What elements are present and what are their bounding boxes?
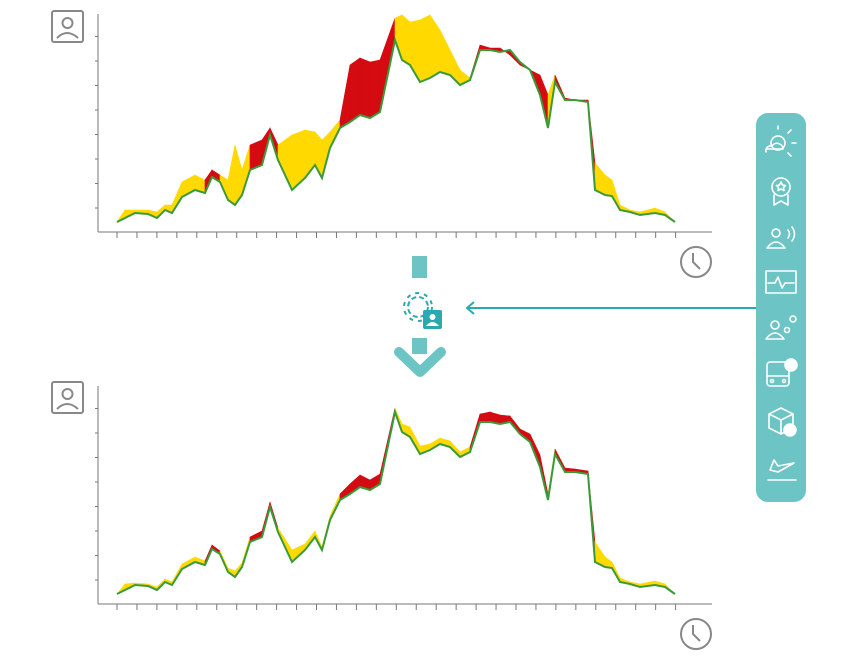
band — [227, 144, 236, 206]
band — [429, 14, 441, 79]
band — [369, 59, 381, 119]
band — [339, 64, 351, 129]
band — [401, 14, 411, 66]
gear-icon — [403, 292, 442, 329]
band — [394, 14, 403, 61]
line — [116, 408, 676, 595]
band — [241, 144, 251, 196]
clock-icon — [680, 246, 712, 278]
person-icon — [51, 10, 84, 43]
band — [439, 29, 451, 76]
link-arrow — [465, 301, 757, 315]
side-panel — [756, 113, 806, 502]
band — [349, 57, 361, 123]
band — [479, 411, 491, 423]
person-icon — [51, 381, 84, 414]
line — [116, 36, 676, 223]
clock-icon — [680, 618, 712, 650]
flow-arrow — [394, 256, 446, 377]
band — [419, 14, 431, 83]
band — [604, 174, 613, 197]
band — [359, 57, 371, 119]
band — [611, 179, 621, 212]
band — [171, 181, 183, 215]
